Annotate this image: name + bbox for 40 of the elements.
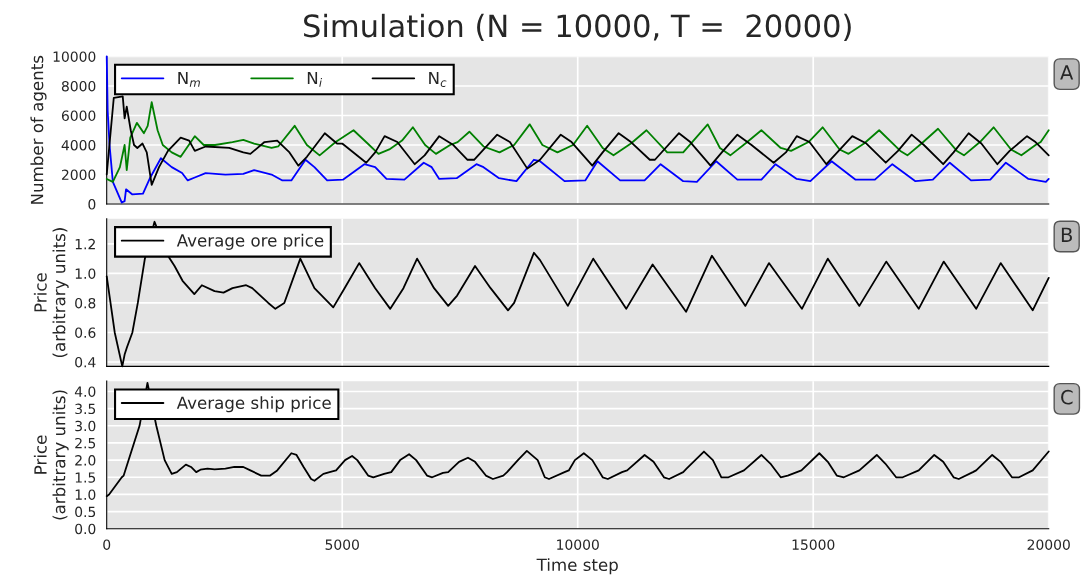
x-tick-label: 0	[103, 539, 111, 550]
y-tick-label: 0.8	[75, 297, 96, 309]
line-series	[105, 220, 1050, 368]
y-tick-label: 0.5	[75, 506, 96, 518]
y-tick-label: 0.6	[75, 327, 96, 338]
x-tick-label: 20000	[1027, 539, 1070, 550]
y-tick-label: 0	[88, 199, 96, 210]
legend-label: N$_{m}$	[178, 71, 200, 87]
text: A	[1060, 65, 1074, 80]
y-tick-label: 4000	[61, 139, 96, 151]
y-axis-title: Price (arbitrary units)	[33, 390, 69, 520]
y-tick-label: 2.5	[75, 437, 96, 449]
legend-label: Average ship price	[176, 396, 331, 413]
y-tick-label: 1.2	[75, 238, 95, 250]
x-tick-label: 15000	[792, 539, 835, 550]
y-tick-label: 8000	[61, 80, 96, 92]
y-tick-label: 6000	[61, 110, 96, 121]
y-axis-title: Price (arbitrary units)	[33, 228, 69, 358]
y-tick-label: 0.0	[75, 523, 96, 535]
y-tick-label: 1.0	[75, 268, 96, 279]
y-tick-label: 1.0	[75, 489, 96, 500]
y-tick-label: 4.0	[74, 386, 96, 397]
y-axis-title: Number of agents	[30, 55, 47, 204]
y-tick-label: 0.4	[75, 356, 96, 368]
chart-title: Simulation (N = 10000, T = 20000)	[304, 13, 851, 42]
x-tick-label: 10000	[557, 539, 599, 550]
legend-label: N$_{c}$	[429, 71, 447, 87]
y-tick-label: 1.5	[75, 472, 96, 483]
text: B	[1061, 227, 1072, 242]
y-tick-label: 2.0	[75, 455, 96, 466]
y-tick-label: 2000	[61, 169, 96, 180]
y-tick-label: 3.0	[75, 420, 96, 432]
legend-label: Average ore price	[176, 233, 324, 250]
x-axis-title: Time step	[536, 558, 618, 575]
x-tick-label: 5000	[325, 539, 359, 550]
line-series	[105, 55, 1050, 204]
y-tick-label: 10000	[53, 51, 96, 62]
text: C	[1061, 389, 1073, 405]
y-tick-label: 3.5	[75, 403, 96, 415]
legend-label: N$_{i}$	[307, 71, 323, 87]
